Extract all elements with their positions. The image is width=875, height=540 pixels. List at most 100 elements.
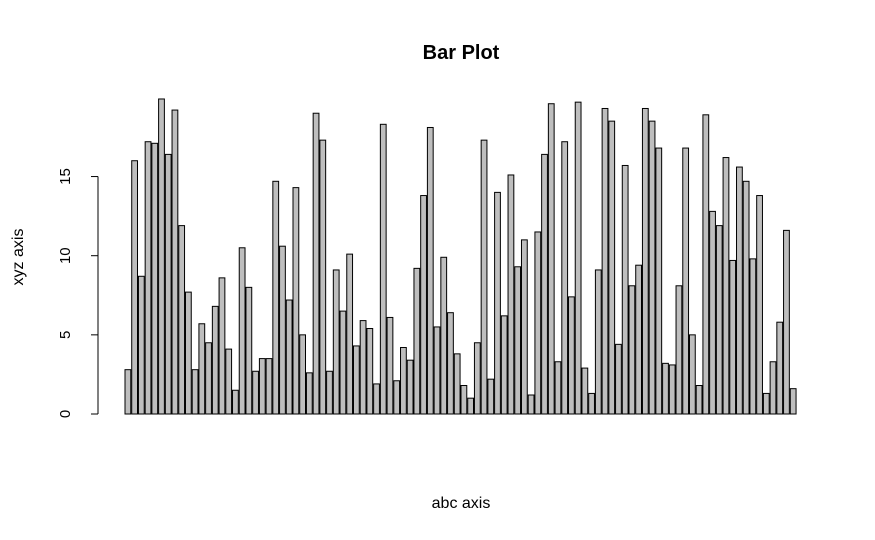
bar [158, 98, 165, 415]
bar [326, 370, 333, 415]
bar [191, 369, 199, 415]
bar [178, 225, 186, 415]
bar-group [124, 98, 797, 415]
bar [238, 247, 246, 415]
bar [366, 328, 374, 415]
bar [520, 239, 528, 415]
bar [628, 285, 636, 415]
bar [675, 285, 683, 415]
bar [218, 277, 226, 415]
bar [742, 180, 750, 415]
bar [258, 358, 266, 415]
y-tick-label: 5 [57, 331, 74, 339]
bar [480, 139, 488, 415]
y-tick-label: 0 [57, 410, 74, 418]
bar [601, 107, 609, 415]
bar [682, 147, 690, 415]
bar [581, 367, 589, 415]
bar [332, 269, 340, 415]
bar [279, 245, 286, 415]
bar [184, 291, 192, 415]
bar [722, 157, 730, 415]
bar [635, 264, 642, 415]
bar [137, 275, 145, 415]
bar [433, 326, 441, 415]
bar [460, 385, 468, 415]
bar [756, 195, 763, 415]
bar [688, 334, 696, 415]
bar [346, 253, 354, 415]
bar [574, 101, 582, 415]
bar [621, 164, 629, 415]
bar [783, 229, 790, 415]
bar [299, 334, 307, 415]
bar [144, 141, 152, 415]
bar [413, 267, 421, 415]
bar [594, 269, 602, 415]
bar [527, 394, 535, 415]
bar [359, 320, 367, 415]
bar [373, 383, 380, 415]
bar [473, 342, 481, 415]
bar [608, 120, 616, 415]
bar [547, 103, 555, 415]
bar [668, 364, 676, 415]
bar [406, 359, 414, 415]
bar [245, 286, 253, 415]
bar [426, 126, 434, 415]
bar [164, 153, 172, 415]
bar [131, 160, 139, 415]
bar [225, 348, 233, 415]
bar [729, 259, 737, 415]
bar [467, 397, 475, 415]
bar [715, 225, 723, 415]
bar [749, 258, 757, 415]
bar [487, 378, 495, 415]
bar [762, 392, 770, 415]
y-axis-label: xyz axis [10, 229, 27, 286]
bar [292, 187, 300, 415]
bar [232, 389, 239, 415]
bar [305, 372, 313, 415]
bar [702, 114, 710, 415]
bar [662, 362, 669, 415]
bar [352, 345, 360, 415]
bar [393, 380, 401, 415]
y-axis: 0 5 10 15 [57, 168, 99, 418]
bar [265, 358, 273, 415]
bar [776, 321, 784, 415]
bar [124, 369, 132, 415]
bar [151, 142, 159, 415]
chart-title: Bar Plot [423, 42, 500, 64]
bar [769, 361, 777, 415]
bar [312, 112, 320, 415]
bar [386, 316, 394, 415]
bar [561, 141, 569, 415]
bar [420, 195, 427, 415]
y-tick-label: 15 [57, 168, 74, 185]
bar [709, 210, 716, 415]
bar [171, 109, 179, 415]
bar [641, 107, 649, 415]
bar [507, 174, 515, 415]
bar [272, 180, 280, 415]
bar [736, 166, 743, 415]
bar [400, 347, 407, 415]
bar [447, 312, 454, 415]
bar [211, 305, 219, 415]
bar [500, 315, 508, 415]
bar [319, 139, 327, 415]
bar [494, 191, 501, 415]
bar [198, 323, 206, 415]
bar [440, 256, 448, 415]
bar [789, 388, 797, 415]
bar [514, 266, 522, 415]
bar [588, 392, 595, 415]
bar [205, 342, 212, 415]
bar [541, 153, 548, 415]
bar [339, 310, 347, 415]
bar [615, 343, 622, 415]
bar [695, 385, 703, 415]
bar [285, 299, 293, 415]
